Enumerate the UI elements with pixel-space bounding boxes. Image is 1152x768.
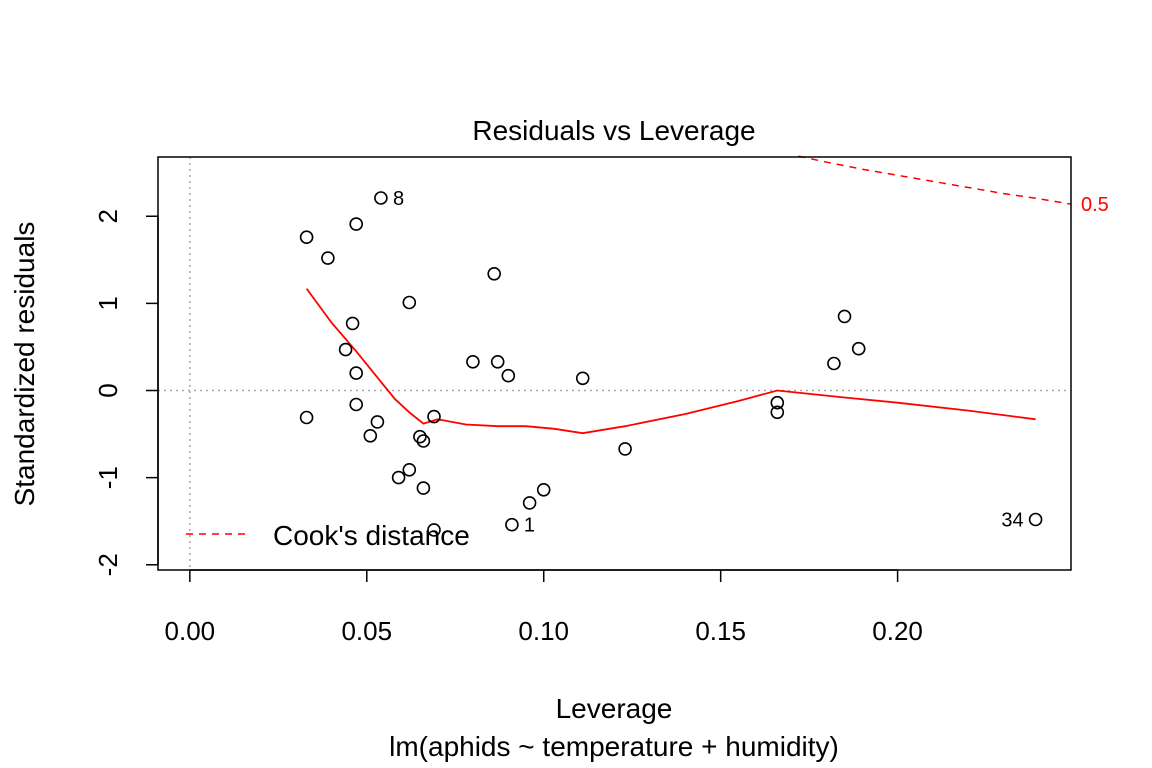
data-point [349,397,364,412]
y-tick-label: 0 [93,383,123,397]
x-tick-label: 0.10 [518,616,569,646]
data-point [370,415,385,429]
data-point [402,295,417,310]
data-point [338,342,353,357]
data-point [827,356,841,371]
data-point [349,217,364,231]
y-axis: -2 -1 0 1 2 [93,209,159,576]
cooks-contour-label: 0.5 [1081,194,1109,216]
point-label: 34 [1001,509,1023,531]
data-point [363,428,378,443]
data-point [770,405,785,420]
y-tick-label: -1 [93,466,123,489]
data-point [466,354,480,369]
x-axis-title: Leverage [556,693,673,724]
point-labels-layer: 8 1 34 [393,188,1024,537]
data-point [349,366,364,380]
reference-lines [158,157,1071,570]
chart-title: Residuals vs Leverage [472,115,755,146]
data-point [374,191,388,205]
data-point [575,371,590,386]
y-tick-label: 1 [93,296,123,310]
data-point [321,251,335,265]
smooth-line [305,288,1036,435]
point-label: 8 [393,188,404,210]
data-point [416,481,431,495]
data-point [851,341,866,356]
data-point [299,410,314,425]
data-point [618,442,632,456]
x-tick-label: 0.00 [165,616,216,646]
x-tick-label: 0.20 [872,616,923,646]
x-tick-label: 0.05 [341,616,392,646]
data-point [536,482,551,497]
data-point [837,309,852,324]
point-label: 1 [524,515,535,537]
y-tick-label: -2 [93,553,123,576]
cooks-distance-line [798,155,1072,205]
data-point [299,230,314,244]
x-axis: 0.00 0.05 0.10 0.15 0.20 [165,569,923,646]
data-point [1028,512,1043,527]
data-point [427,523,441,537]
data-point [391,470,406,485]
smooth-line-layer [305,288,1036,435]
x-tick-label: 0.15 [695,616,746,646]
data-point [490,354,505,369]
data-point [345,316,360,331]
chart-subtitle: lm(aphids ~ temperature + humidity) [389,731,839,762]
data-point [487,266,502,281]
plot-frame [157,156,1072,571]
data-point [522,496,537,510]
y-axis-title: Standardized residuals [9,222,40,507]
data-point [505,517,519,532]
data-point [402,462,417,477]
data-point [416,434,431,448]
data-point [427,409,441,424]
points-layer [299,191,1043,537]
y-tick-label: 2 [93,209,123,223]
legend-label-cooks-distance: Cook's distance [273,520,470,551]
data-point [413,429,427,444]
legend: Cook's distance [186,520,470,551]
data-point [770,395,785,410]
data-point [501,368,516,383]
cooks-distance-contour: 0.5 [798,155,1109,216]
